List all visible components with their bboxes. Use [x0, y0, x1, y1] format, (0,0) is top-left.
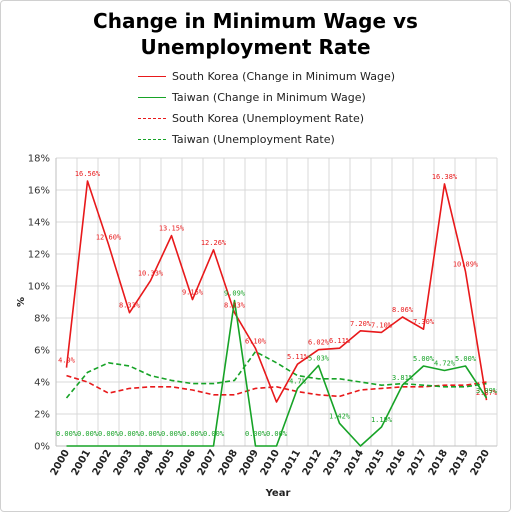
series-line-1 [66, 299, 488, 447]
data-label: 16.38% [432, 173, 458, 181]
chart-title: Change in Minimum Wage vs Unemployment R… [0, 8, 511, 60]
y-tick-label: 8% [34, 314, 50, 325]
data-label: 0.00% [182, 430, 204, 438]
x-tick-label: 2010 [259, 448, 282, 478]
x-tick-label: 2012 [301, 448, 324, 478]
data-label: 0.00% [140, 430, 162, 438]
y-tick-label: 0% [34, 442, 50, 453]
y-tick-label: 2% [34, 410, 50, 421]
series-line-2 [66, 374, 487, 398]
y-tick-label: 6% [34, 346, 50, 357]
x-tick-label: 2020 [469, 448, 492, 478]
data-label: 4.9% [58, 357, 76, 365]
x-tick-label: 2003 [112, 448, 135, 478]
data-label: 5.11% [287, 353, 309, 361]
data-label: 13.15% [159, 225, 185, 233]
data-label: 0.00% [203, 430, 225, 438]
x-tick-label: 2019 [448, 448, 471, 478]
legend-swatch-korea-wage [138, 76, 166, 77]
data-label: 12.26% [201, 239, 227, 247]
series-line-0 [65, 180, 488, 403]
data-label: 7.30% [413, 318, 435, 326]
data-label-layer: 4.9% 16.56% 12.60% 8.33% 10.33% 13.15% 9.15% 12… [56, 170, 498, 438]
data-label: 6.02% [308, 339, 330, 347]
data-label: 3.81% [392, 374, 414, 382]
y-tick-label: 4% [34, 378, 50, 389]
data-label: 6.11% [329, 337, 351, 345]
data-label: 7.10% [371, 321, 393, 329]
data-label: 5.00% [455, 355, 477, 363]
x-tick-label: 2014 [343, 448, 366, 478]
x-tick-label: 2011 [280, 448, 303, 478]
x-tick-label: 2004 [133, 448, 156, 478]
data-label: 0.00% [266, 430, 288, 438]
y-tick-label: 18% [28, 154, 50, 165]
y-tick-label: 16% [28, 186, 50, 197]
data-label: 0.00% [98, 430, 120, 438]
y-axis-label: % [16, 297, 27, 307]
legend-swatch-taiwan-unemployment [138, 139, 166, 140]
data-label: 0.00% [119, 430, 141, 438]
x-tick-label: 2006 [175, 448, 198, 478]
data-label: 1.42% [329, 412, 351, 420]
x-tick-label: 2015 [364, 448, 387, 478]
data-label: 8.33% [119, 302, 141, 310]
data-label: 16.56% [75, 170, 101, 178]
x-tick-label: 2018 [427, 448, 450, 478]
data-label: 9.15% [182, 289, 204, 297]
data-label: 8.06% [392, 306, 414, 314]
data-label: 4.7% [289, 377, 307, 385]
data-label: 0.00% [245, 430, 267, 438]
legend-swatch-korea-unemployment [138, 118, 166, 119]
data-label: 5.00% [413, 355, 435, 363]
x-tick-label: 2017 [406, 448, 429, 478]
data-label: 6.10% [245, 337, 267, 345]
data-label: 12.60% [96, 233, 122, 241]
x-tick-label: 2005 [154, 448, 177, 478]
data-label: 0.00% [161, 430, 183, 438]
data-label: 8.33% [224, 302, 246, 310]
data-label: 3.09% [476, 387, 498, 395]
data-label: 2.87% [476, 389, 498, 397]
x-tick-label: 2001 [70, 448, 93, 478]
x-tick-label: 2002 [91, 448, 114, 478]
x-tick-label: 2016 [385, 448, 408, 478]
legend-label-taiwan-wage: Taiwan (Change in Minimum Wage) [172, 91, 366, 104]
x-tick-label: 2008 [217, 448, 240, 478]
data-label: 0.00% [56, 430, 78, 438]
y-tick-label: 12% [28, 250, 50, 261]
data-label: 0.00% [77, 430, 99, 438]
chart-title-line-2: Unemployment Rate [140, 35, 371, 59]
data-label: 9.09% [224, 290, 246, 298]
data-label: 10.89% [453, 261, 479, 269]
series-layer [65, 180, 488, 447]
legend-label-taiwan-unemployment: Taiwan (Unemployment Rate) [172, 133, 335, 146]
y-tick-label: 14% [28, 218, 50, 229]
data-label: 4.72% [434, 359, 456, 367]
x-tick-label: 2013 [322, 448, 345, 478]
y-tick-label: 10% [28, 282, 50, 293]
x-tick-label: 2009 [238, 448, 261, 478]
data-label: 10.33% [138, 270, 164, 278]
x-tick-label: 2000 [49, 448, 72, 478]
legend-swatch-taiwan-wage [138, 97, 166, 98]
data-label: 1.19% [371, 416, 393, 424]
data-label: 5.03% [308, 355, 330, 363]
legend-label-korea-wage: South Korea (Change in Minimum Wage) [172, 70, 396, 83]
x-axis-label: Year [265, 488, 291, 499]
chart-title-line-1: Change in Minimum Wage vs [93, 9, 418, 33]
legend-label-korea-unemployment: South Korea (Unemployment Rate) [172, 112, 365, 125]
x-tick-label: 2007 [196, 448, 219, 478]
data-label: 7.20% [350, 320, 372, 328]
